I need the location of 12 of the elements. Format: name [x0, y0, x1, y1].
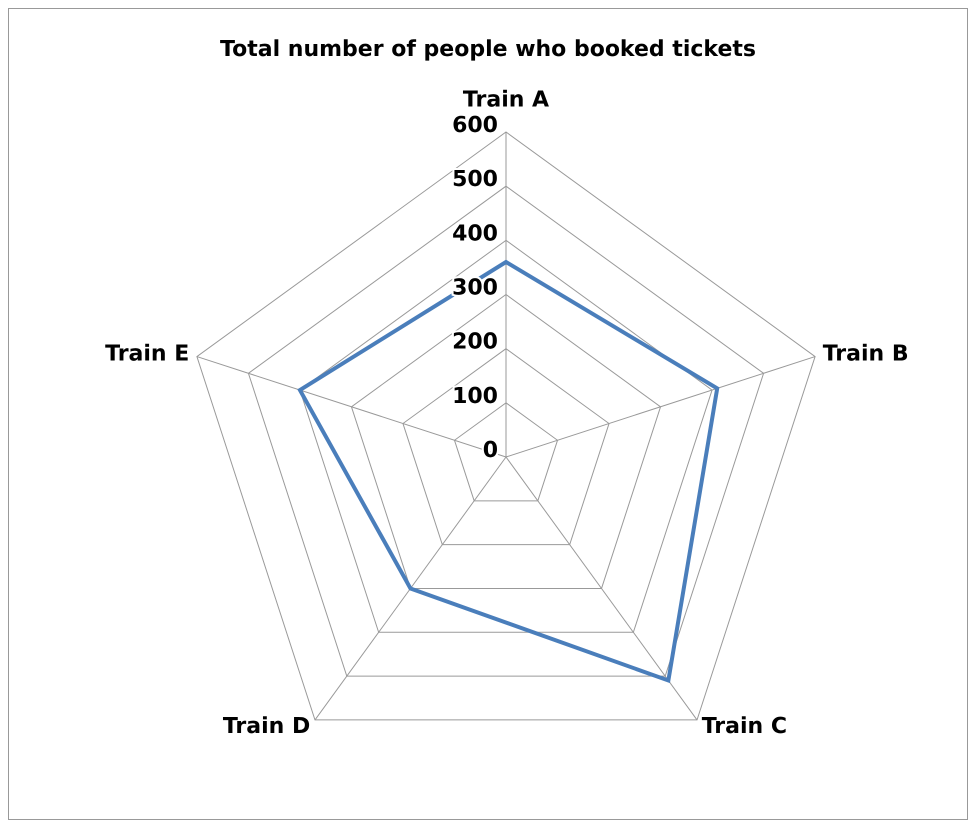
spoke-label: Train B: [822, 342, 909, 367]
spoke-label: Train D: [222, 714, 310, 739]
y-tick-label: 500: [452, 167, 498, 192]
y-tick-label: 200: [452, 330, 498, 355]
y-tick-label: 400: [452, 221, 498, 246]
spoke-label: Train C: [702, 714, 788, 739]
y-tick-label: 0: [482, 438, 498, 463]
y-tick-label: 100: [452, 384, 498, 409]
spoke-label: Train A: [462, 88, 550, 112]
y-tick-label: 600: [452, 113, 498, 138]
chart-title: Total number of people who booked tickets: [219, 36, 757, 62]
spoke-label: Train E: [105, 342, 190, 367]
